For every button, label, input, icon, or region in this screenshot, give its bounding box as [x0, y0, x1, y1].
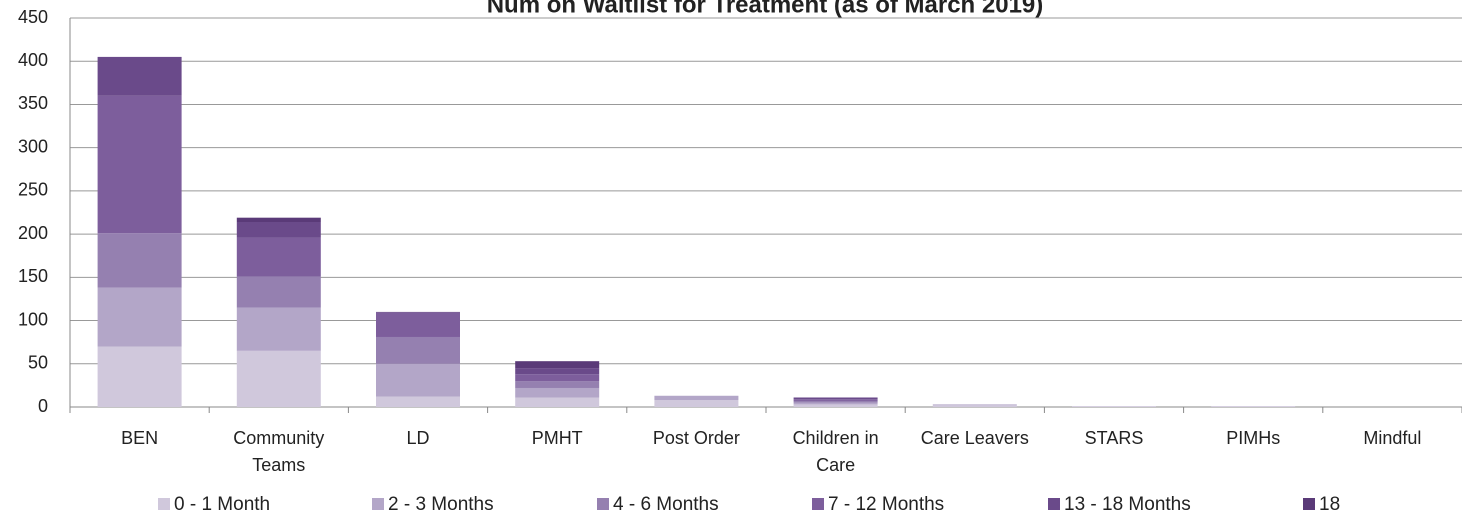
x-tick-label: LD: [406, 428, 430, 448]
bar-segment: [654, 400, 739, 407]
bar-segment: [97, 56, 182, 96]
legend-swatch: [158, 498, 170, 510]
bar-segment: [932, 405, 1017, 407]
y-tick-label: 0: [38, 396, 48, 416]
x-tick-label: Post Order: [652, 428, 740, 448]
bar-segment: [376, 311, 460, 313]
bar-segment: [515, 381, 600, 388]
bar-segment: [515, 368, 600, 375]
bar-segment: [236, 237, 321, 277]
y-tick-label: 300: [18, 136, 48, 156]
bar-segment: [236, 217, 321, 223]
y-tick-label: 400: [18, 50, 48, 70]
bar-segment: [1072, 406, 1156, 407]
y-tick-label: 350: [18, 93, 48, 113]
bar-segment: [236, 307, 321, 351]
bar-segment: [515, 397, 600, 407]
bar-segment: [793, 397, 878, 400]
bar-segment: [376, 312, 460, 337]
x-tick-label: Community Teams: [233, 428, 325, 475]
bar-segment: [97, 95, 182, 234]
bar-segment: [97, 287, 182, 347]
bar-segment: [376, 336, 460, 364]
x-tick-label: Children in Care: [792, 428, 879, 475]
bar-segment: [793, 402, 878, 405]
y-tick-label: 200: [18, 223, 48, 243]
legend-swatch: [1303, 498, 1315, 510]
x-tick-label: PIMHs: [1226, 428, 1281, 448]
bar-segment: [376, 363, 460, 397]
bar-segment: [515, 374, 600, 382]
legend-swatch: [1048, 498, 1060, 510]
bar-segment: [236, 276, 321, 308]
bar-segment: [236, 222, 321, 238]
bar-segment: [515, 387, 600, 398]
x-tick-label: Care Leavers: [920, 428, 1029, 448]
y-tick-label: 250: [18, 180, 48, 200]
legend-swatch: [812, 498, 824, 510]
bar-segment: [97, 346, 182, 407]
bar-segment: [932, 404, 1017, 406]
bar-segment: [654, 395, 739, 401]
bar-segment: [97, 233, 182, 288]
y-tick-label: 50: [28, 353, 48, 373]
y-tick-label: 100: [18, 309, 48, 329]
chart-title: Num on Waitlist for Treatment (as of Mar…: [487, 0, 1044, 18]
y-tick-label: 450: [18, 7, 48, 27]
legend-label: 13 - 18 Months: [1064, 494, 1191, 515]
bar-segment: [376, 396, 460, 407]
x-tick-label: Mindful: [1363, 428, 1422, 448]
legend-swatch: [372, 498, 384, 510]
y-tick-label: 150: [18, 266, 48, 286]
legend-label: 18: [1319, 494, 1340, 515]
bar-segment: [793, 399, 878, 401]
bar-segment: [515, 361, 600, 369]
x-tick-label: PMHT: [531, 428, 583, 448]
legend-swatch: [597, 498, 609, 510]
bar-segment: [793, 404, 878, 407]
legend-label: 2 - 3 Months: [388, 494, 494, 515]
bar-segment: [236, 350, 321, 407]
legend-label: 7 - 12 Months: [828, 494, 944, 515]
bar-segment: [1211, 406, 1296, 407]
x-tick-label: STARS: [1084, 428, 1144, 448]
x-tick-label: BEN: [121, 428, 159, 448]
legend-label: 4 - 6 Months: [613, 494, 719, 515]
bar-segment: [793, 400, 878, 403]
legend-label: 0 - 1 Month: [174, 494, 270, 515]
